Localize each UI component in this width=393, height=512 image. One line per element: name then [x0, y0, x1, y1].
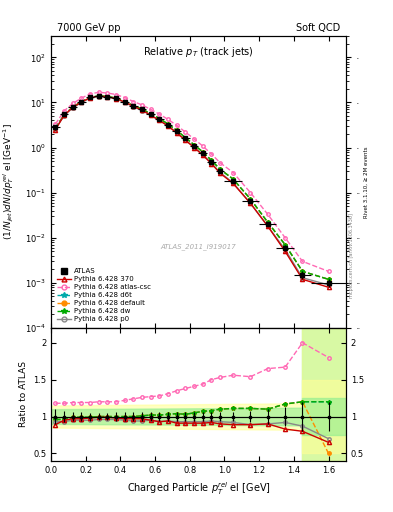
- X-axis label: Charged Particle $p^{rel}_{T}$ el [GeV]: Charged Particle $p^{rel}_{T}$ el [GeV]: [127, 480, 270, 497]
- Y-axis label: Rivet 3.1.10, ≥ 2M events: Rivet 3.1.10, ≥ 2M events: [364, 146, 369, 218]
- Y-axis label: Ratio to ATLAS: Ratio to ATLAS: [18, 361, 28, 428]
- Text: Soft QCD: Soft QCD: [296, 23, 340, 33]
- Text: ATLAS_2011_I919017: ATLAS_2011_I919017: [161, 243, 236, 249]
- Y-axis label: $(1/N_{jet})dN/dp^{rel}_{T}$ el [GeV$^{-1}$]: $(1/N_{jet})dN/dp^{rel}_{T}$ el [GeV$^{-…: [1, 123, 16, 241]
- Text: 7000 GeV pp: 7000 GeV pp: [57, 23, 121, 33]
- Text: Relative $p_{T}$ (track jets): Relative $p_{T}$ (track jets): [143, 45, 254, 58]
- Text: mcplots.cern.ch [arXiv:1306.3436]: mcplots.cern.ch [arXiv:1306.3436]: [349, 214, 354, 298]
- Legend: ATLAS, Pythia 6.428 370, Pythia 6.428 atlas-csc, Pythia 6.428 d6t, Pythia 6.428 : ATLAS, Pythia 6.428 370, Pythia 6.428 at…: [55, 266, 153, 325]
